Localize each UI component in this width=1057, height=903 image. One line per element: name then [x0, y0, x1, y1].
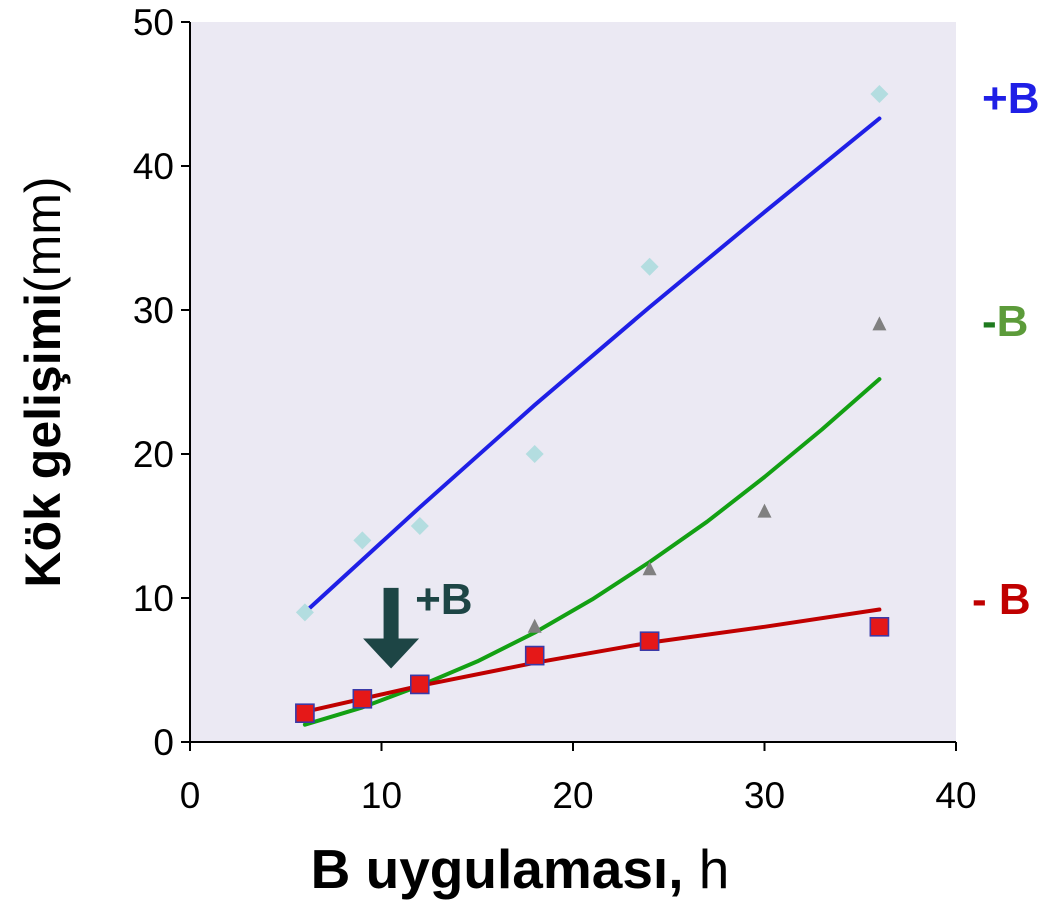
diamond-marker	[295, 603, 314, 622]
y-tick-label: 30	[133, 290, 174, 331]
x-axis-title-unit: h	[699, 838, 730, 900]
y-tick-label: 0	[153, 722, 174, 763]
annotation: +B	[363, 575, 473, 669]
diamond-marker	[353, 531, 372, 550]
square-marker	[410, 674, 430, 695]
y-axis-title-bold: Kök gelişimi	[15, 293, 71, 588]
x-tick-label: 0	[180, 775, 201, 816]
square-markers-top	[295, 617, 890, 723]
series-label-letter: B	[997, 297, 1029, 346]
square-marker	[295, 703, 315, 723]
triangle-marker	[527, 618, 542, 633]
y-axis-title: Kök gelişimi(mm)	[15, 176, 71, 587]
triangle-marker	[872, 316, 887, 331]
series-label-minus-b-green: -B	[982, 297, 1028, 346]
series-label-minus-b-red: - B	[972, 575, 1031, 624]
square-marker	[869, 617, 890, 637]
x-tick-label: 30	[744, 775, 785, 816]
y-tick-label: 10	[133, 578, 174, 619]
y-tick-label: 20	[133, 434, 174, 475]
x-axis-title: B uygulaması, h	[311, 838, 730, 900]
axes: 0 10 20 30 40 50 0 10 20 30 40	[133, 2, 977, 816]
x-tick-label: 10	[361, 775, 402, 816]
triangle-marker	[642, 561, 657, 576]
diamond-marker	[410, 517, 429, 535]
trend-line	[302, 607, 882, 714]
square-marker	[352, 689, 373, 709]
plot-area	[190, 22, 956, 742]
triangle-marker	[757, 503, 772, 518]
y-axis-title-unit: (mm)	[15, 176, 71, 293]
diamond-marker	[640, 257, 659, 276]
x-tick-label: 40	[935, 775, 976, 816]
trend-lines	[302, 116, 882, 727]
annotation-label: +B	[415, 575, 472, 624]
down-arrow-icon	[363, 587, 420, 669]
y-tick-label: 40	[133, 146, 174, 187]
y-tick-label: 50	[133, 2, 174, 43]
x-tick-label: 20	[552, 775, 593, 816]
x-axis-title-bold: B uygulaması,	[311, 838, 684, 900]
diamond-marker	[525, 445, 544, 463]
series-label-dash: -	[982, 297, 997, 346]
trend-line	[302, 116, 882, 615]
series-label-plus-b: +B	[982, 74, 1039, 123]
square-marker	[524, 645, 545, 666]
trend-line	[302, 377, 882, 727]
diamond-marker	[870, 85, 889, 103]
square-marker	[639, 631, 660, 651]
